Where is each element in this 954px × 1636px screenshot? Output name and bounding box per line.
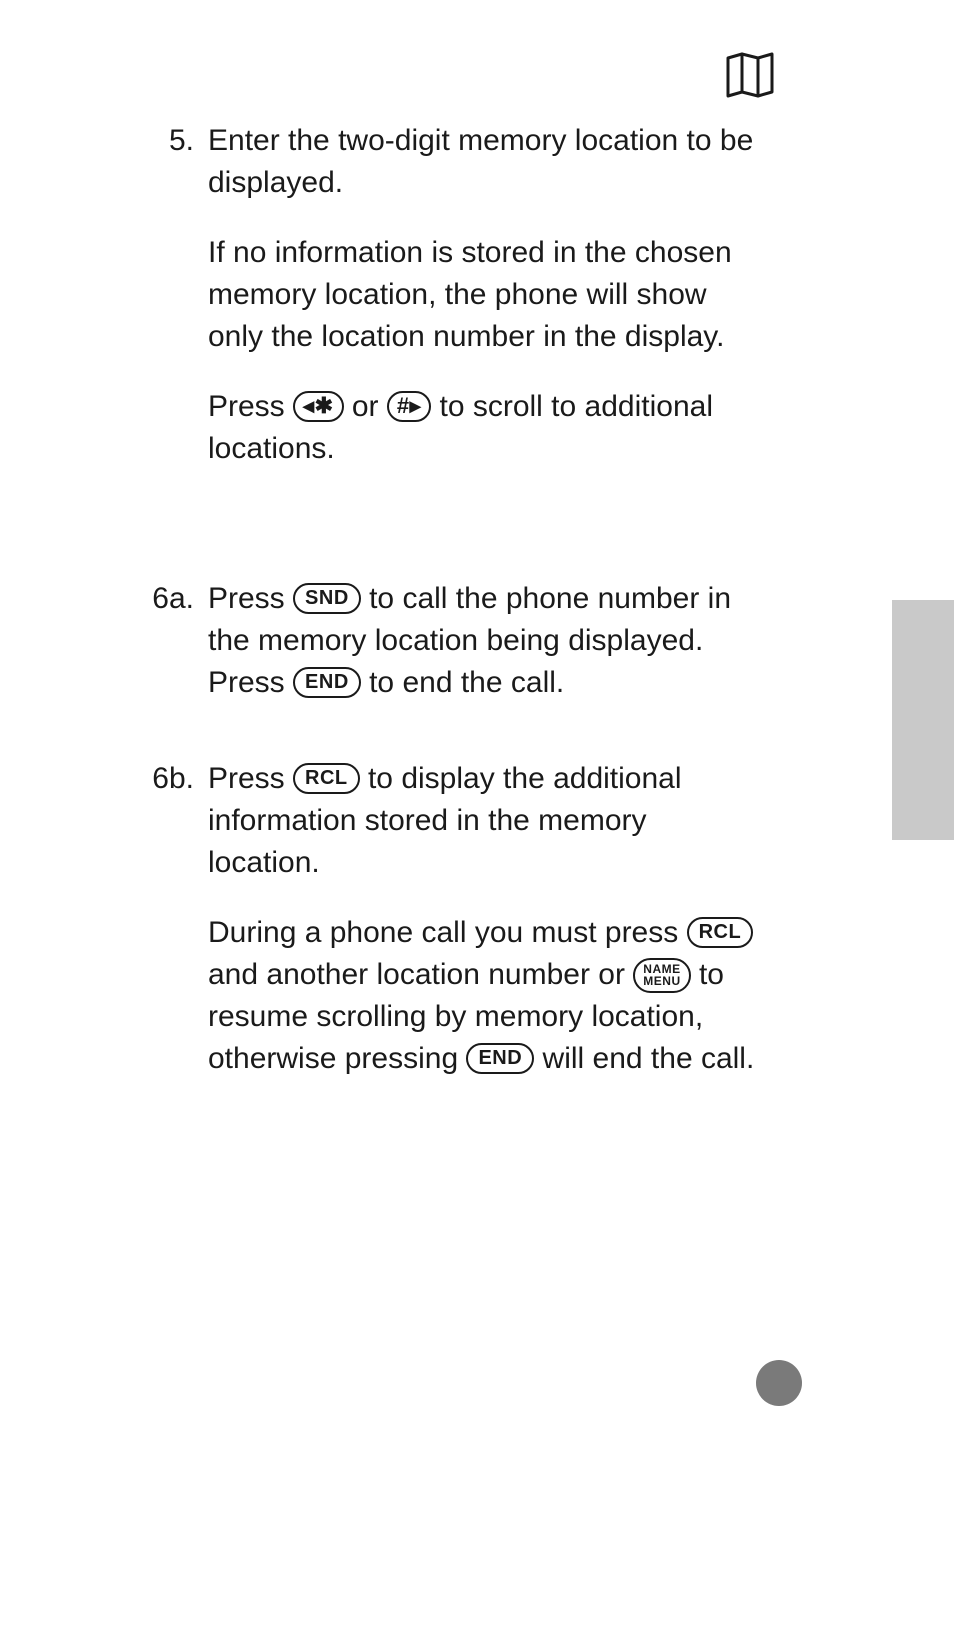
text-fragment: and another location number or <box>208 958 633 991</box>
step-6b: 6b. Press RCL to display the additional … <box>132 758 762 1080</box>
step-number: 5. <box>132 120 208 162</box>
step-5-p3: Press ◂✱ or #▸ to scroll to additional l… <box>208 386 762 470</box>
step-6a-p1: Press SND to call the phone number in th… <box>208 578 762 704</box>
star-key-icon: ◂✱ <box>293 391 343 422</box>
step-5-p2: If no information is stored in the chose… <box>208 232 762 358</box>
step-6b-p2: During a phone call you must press RCL a… <box>208 912 762 1080</box>
step-6b-p1: Press RCL to display the additional info… <box>208 758 762 884</box>
step-body: Press SND to call the phone number in th… <box>208 578 762 704</box>
step-body: Press RCL to display the additional info… <box>208 758 762 1080</box>
text-fragment: During a phone call you must press <box>208 916 687 949</box>
step-6a: 6a. Press SND to call the phone number i… <box>132 578 762 704</box>
text-fragment: to end the call. <box>361 666 564 699</box>
instruction-content: 5. Enter the two-digit memory location t… <box>132 120 762 1134</box>
book-icon <box>724 48 776 105</box>
step-5-p1: Enter the two-digit memory location to b… <box>208 120 762 204</box>
step-number: 6a. <box>132 578 208 620</box>
rcl-key-icon: RCL <box>687 917 754 948</box>
step-number: 6b. <box>132 758 208 800</box>
hash-key-icon: #▸ <box>387 391 431 422</box>
step-body: Enter the two-digit memory location to b… <box>208 120 762 470</box>
rcl-key-icon: RCL <box>293 763 360 794</box>
end-key-icon: END <box>466 1043 534 1074</box>
page-number-dot <box>756 1360 802 1406</box>
text-fragment: Press <box>208 390 293 423</box>
end-key-icon: END <box>293 667 361 698</box>
key-top-label: NAME <box>643 963 680 975</box>
side-tab <box>892 600 954 840</box>
snd-key-icon: SND <box>293 583 361 614</box>
name-menu-key-icon: NAMEMENU <box>633 958 690 993</box>
text-fragment: or <box>344 390 387 423</box>
text-fragment: Press <box>208 582 293 615</box>
text-fragment: Press <box>208 762 293 795</box>
text-fragment: will end the call. <box>534 1042 754 1075</box>
key-bottom-label: MENU <box>643 975 680 987</box>
step-5: 5. Enter the two-digit memory location t… <box>132 120 762 470</box>
